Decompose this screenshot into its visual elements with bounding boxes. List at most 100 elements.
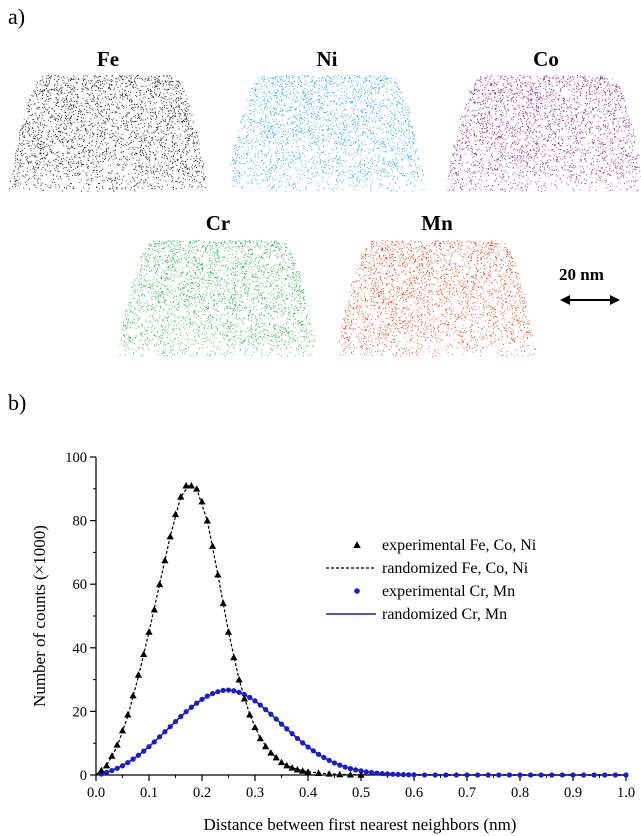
- circle-point: [125, 759, 131, 766]
- circle-point: [199, 696, 205, 702]
- triangle-point: [182, 482, 190, 489]
- series-line: [95, 484, 626, 776]
- circle-point: [384, 771, 391, 777]
- element-title-cr: Cr: [205, 211, 231, 235]
- circle-point: [623, 772, 629, 778]
- circle-point: [188, 704, 194, 710]
- triangle-point: [346, 771, 354, 778]
- triangle-point: [353, 541, 361, 549]
- circle-point: [453, 772, 459, 778]
- x-tick-label: 0.8: [511, 785, 529, 801]
- x-tick-label: 0.1: [140, 785, 158, 801]
- circle-point: [247, 694, 253, 701]
- series-3: [95, 689, 626, 776]
- legend-label: randomized Fe, Co, Ni: [382, 560, 529, 577]
- triangle-point: [198, 497, 206, 505]
- circle-point: [263, 706, 269, 713]
- series-1: [95, 484, 626, 776]
- circle-point: [231, 688, 237, 694]
- element-title-co: Co: [533, 47, 559, 71]
- circle-point: [119, 763, 126, 769]
- atom-points: [119, 240, 315, 357]
- triangle-point: [140, 650, 148, 658]
- triangle-point: [219, 599, 227, 607]
- circle-point: [347, 766, 353, 772]
- triangle-point: [214, 571, 222, 578]
- triangle-point: [166, 532, 174, 540]
- circle-point: [178, 713, 184, 720]
- triangle-point: [246, 710, 254, 718]
- x-axis-title: Distance between first nearest neighbors…: [204, 815, 517, 834]
- circle-point: [400, 772, 406, 778]
- circle-point: [506, 772, 512, 778]
- triangle-point: [240, 695, 248, 702]
- triangle-point: [129, 691, 137, 699]
- x-tick-label: 1.0: [617, 785, 635, 801]
- circle-point: [215, 689, 221, 695]
- atom-points: [447, 75, 641, 192]
- triangle-point: [145, 628, 153, 635]
- circle-point: [570, 772, 576, 778]
- element-title-mn: Mn: [421, 211, 453, 235]
- atom-map-ni: [230, 75, 425, 192]
- circle-point: [422, 772, 428, 778]
- x-tick-label: 0.2: [193, 785, 211, 801]
- circle-point: [390, 771, 396, 777]
- atom-map-mn: [339, 240, 536, 357]
- circle-point: [432, 772, 438, 778]
- circle-point: [316, 751, 322, 757]
- circle-point: [379, 770, 385, 777]
- element-title-ni: Ni: [316, 47, 338, 71]
- y-axis-title: Number of counts (×1000): [30, 525, 49, 707]
- y-tick-label: 100: [65, 450, 87, 466]
- triangle-point: [235, 676, 243, 683]
- circle-point: [289, 731, 295, 737]
- circle-point: [109, 767, 115, 774]
- circle-point: [528, 772, 534, 778]
- circle-point: [305, 744, 311, 750]
- triangle-point: [177, 493, 185, 500]
- circle-point: [331, 760, 338, 766]
- circle-point: [114, 765, 120, 771]
- circle-point: [157, 734, 163, 740]
- triangle-point: [357, 771, 365, 778]
- circle-point: [284, 726, 290, 732]
- circle-point: [294, 735, 300, 742]
- triangle-point: [277, 758, 286, 766]
- x-tick-label: 0.9: [564, 785, 582, 801]
- circle-point: [475, 772, 481, 778]
- circle-point: [443, 772, 449, 778]
- circle-point: [257, 702, 263, 708]
- circle-point: [342, 764, 348, 770]
- circle-point: [363, 769, 369, 775]
- circle-point: [602, 772, 608, 778]
- circle-point: [241, 691, 247, 698]
- panel-b-label: b): [8, 390, 27, 415]
- circle-point: [141, 748, 147, 754]
- circle-point: [485, 772, 491, 778]
- triangle-point: [336, 770, 344, 778]
- atom-map-cr: [119, 240, 315, 357]
- triangle-point: [283, 761, 291, 769]
- chart-legend: experimental Fe, Co, Ni randomized Fe, Co…: [326, 537, 537, 623]
- circle-point: [496, 772, 502, 778]
- x-tick-label: 0.6: [405, 785, 423, 801]
- triangle-point: [304, 768, 312, 775]
- triangle-point: [325, 770, 333, 777]
- triangle-point: [267, 749, 275, 756]
- circle-point: [146, 744, 152, 750]
- circle-point: [369, 769, 375, 776]
- x-tick-label: 0.3: [246, 785, 264, 801]
- circle-point: [406, 772, 412, 778]
- triangle-point: [134, 671, 142, 678]
- circle-point: [204, 693, 210, 699]
- circle-point: [300, 740, 306, 746]
- y-tick-label: 0: [80, 768, 87, 784]
- circle-point: [464, 772, 470, 778]
- triangle-point: [256, 734, 264, 742]
- circle-point: [395, 771, 401, 778]
- x-tick-label: 0.7: [458, 785, 476, 801]
- legend-label: randomized Cr, Mn: [382, 606, 507, 623]
- circle-point: [268, 711, 274, 717]
- circle-point: [310, 748, 316, 754]
